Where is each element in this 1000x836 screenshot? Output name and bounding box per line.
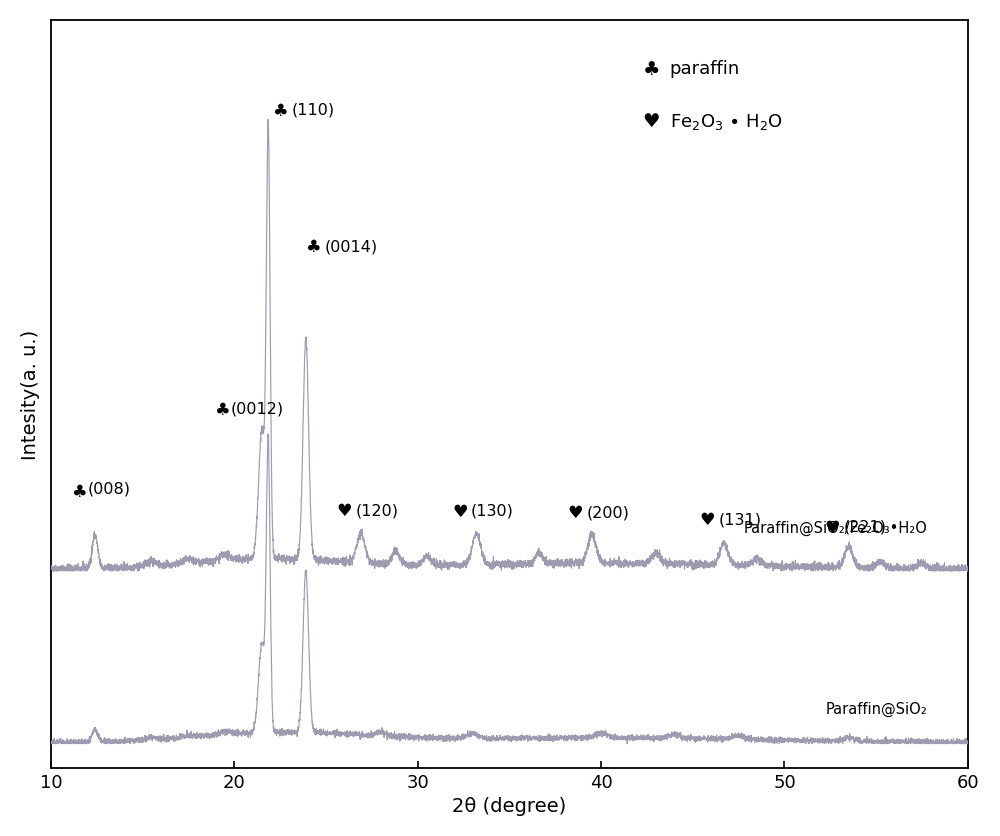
X-axis label: 2θ (degree): 2θ (degree) [452, 796, 567, 815]
Text: $\mathregular{Fe_2O_3}$ $\mathregular{\bullet}$ $\mathregular{H_2O}$: $\mathregular{Fe_2O_3}$ $\mathregular{\b… [670, 112, 783, 131]
Y-axis label: Intesity(a. u.): Intesity(a. u.) [21, 329, 40, 459]
Text: (221): (221) [843, 519, 886, 533]
Text: ♣: ♣ [642, 60, 660, 79]
Text: (0014): (0014) [324, 239, 377, 253]
Text: ♥: ♥ [642, 112, 660, 131]
Text: ♣: ♣ [214, 400, 229, 418]
Text: Paraffin@SiO₂/Fe₂O₃•H₂O: Paraffin@SiO₂/Fe₂O₃•H₂O [744, 520, 928, 536]
Text: (120): (120) [355, 502, 398, 517]
Text: (110): (110) [291, 103, 334, 117]
Text: ♥: ♥ [700, 511, 715, 528]
Text: ♥: ♥ [568, 503, 583, 522]
Text: ♣: ♣ [71, 483, 86, 501]
Text: (131): (131) [718, 512, 761, 527]
Text: (008): (008) [88, 482, 131, 497]
Text: ♣: ♣ [305, 238, 321, 256]
Text: Paraffin@SiO₂: Paraffin@SiO₂ [826, 701, 928, 716]
Text: ♥: ♥ [824, 518, 840, 536]
Text: ♣: ♣ [272, 102, 288, 120]
Text: ♥: ♥ [337, 502, 352, 520]
Text: ♥: ♥ [452, 502, 468, 521]
Text: paraffin: paraffin [670, 60, 740, 79]
Text: (200): (200) [586, 504, 629, 519]
Text: (0012): (0012) [231, 400, 284, 415]
Text: (130): (130) [471, 503, 514, 518]
